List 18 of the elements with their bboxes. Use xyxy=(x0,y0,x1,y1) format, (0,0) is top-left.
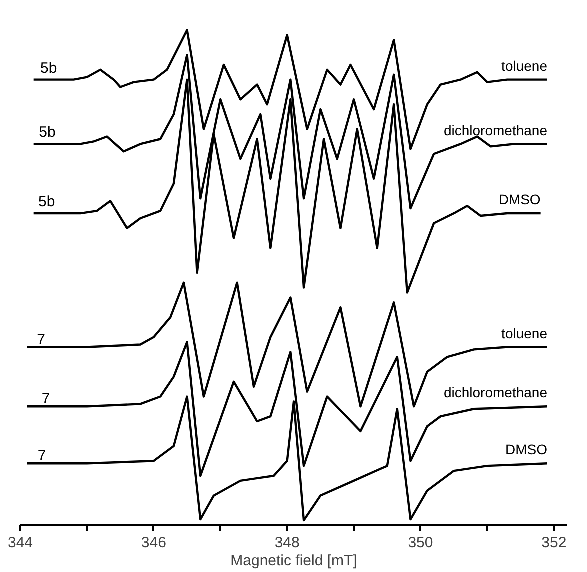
series-label: toluene xyxy=(502,325,548,342)
annotation: 7 xyxy=(37,331,46,348)
series-label: dichloromethane xyxy=(444,122,548,138)
series-label: toluene xyxy=(502,58,548,74)
series-label: DMSO xyxy=(498,192,541,208)
annotation: 5b xyxy=(39,124,56,142)
x-tick-label: 344 xyxy=(8,534,34,552)
x-tick-label: 348 xyxy=(274,534,300,552)
x-axis-title: Magnetic field [mT] xyxy=(230,552,358,570)
annotation: 7 xyxy=(38,448,46,465)
x-tick-label: 346 xyxy=(141,534,166,552)
x-tick-label: 350 xyxy=(408,534,434,552)
annotation: 7 xyxy=(42,390,50,408)
x-tick-label: 352 xyxy=(542,534,567,552)
series-label: dichloromethane xyxy=(444,384,548,401)
annotation: 5b xyxy=(40,60,58,77)
series-label: DMSO xyxy=(505,442,548,458)
annotation: 5b xyxy=(38,194,56,211)
